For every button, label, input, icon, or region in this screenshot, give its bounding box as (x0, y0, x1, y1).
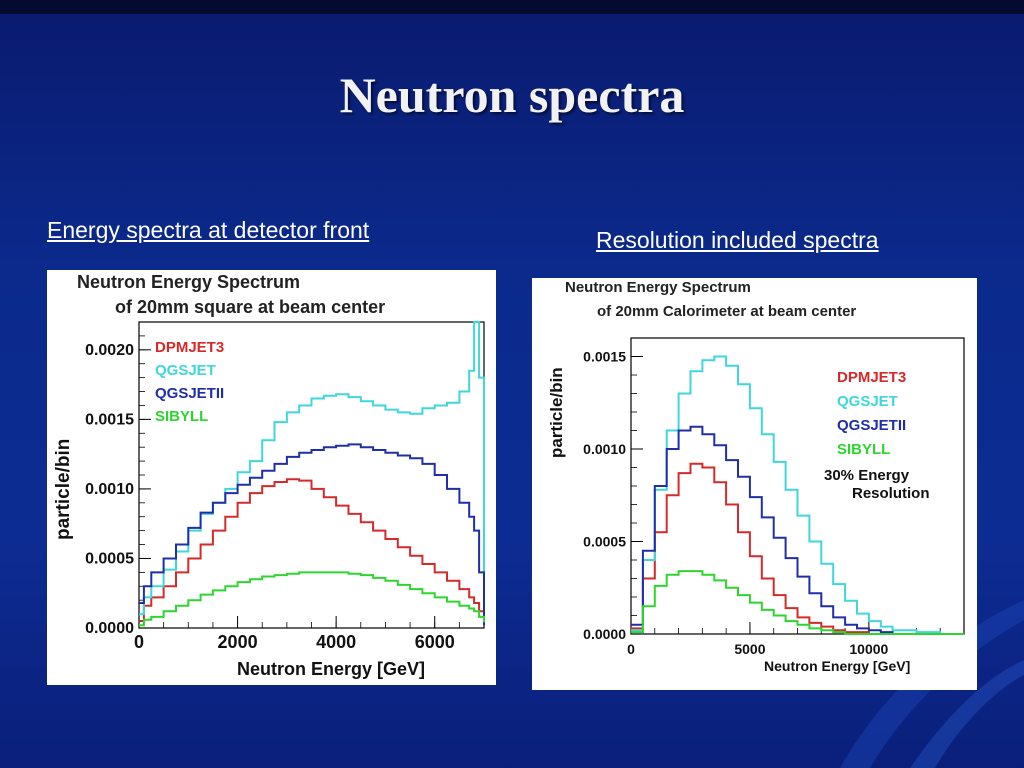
y-tick-label: 0.0000 (583, 626, 626, 642)
caption-left: Energy spectra at detector front (47, 217, 370, 243)
y-tick-label: 0.0010 (85, 481, 134, 498)
annotation-line-1: 30% Energy (824, 467, 910, 484)
series-line-dpmjet3 (631, 462, 964, 635)
y-axis-label: particle/bin (53, 439, 74, 540)
chart-title: Neutron Energy Spectrum (565, 279, 751, 296)
series-line-qgsjetii (139, 443, 485, 626)
legend-entry-sibyll: SIBYLL (837, 441, 890, 458)
slide-title: Neutron spectra (339, 67, 685, 123)
y-tick-label: 0.0010 (583, 441, 626, 457)
y-tick-label: 0.0015 (583, 349, 626, 365)
y-tick-label: 0.0005 (583, 534, 626, 550)
chart-panel-right: Neutron Energy Spectrum of 20mm Calorime… (532, 278, 977, 690)
chart-subtitle: of 20mm Calorimeter at beam center (597, 303, 856, 320)
x-tick-label: 0 (134, 632, 144, 652)
series-line-sibyll (139, 571, 485, 627)
x-tick-label: 6000 (415, 632, 455, 652)
legend-entry-dpmjet3: DPMJET3 (155, 339, 224, 356)
chart-right: Neutron Energy Spectrum of 20mm Calorime… (547, 279, 965, 674)
x-tick-label: 10000 (849, 641, 888, 657)
chart-title: Neutron Energy Spectrum (77, 272, 300, 292)
x-axis-label: Neutron Energy [GeV] (764, 658, 910, 674)
chart-subtitle: of 20mm square at beam center (115, 297, 385, 317)
x-tick-label: 4000 (316, 632, 356, 652)
legend-entry-qgsjetii: QGSJETII (155, 385, 224, 402)
chart-panel-left: Neutron Energy Spectrum of 20mm square a… (47, 270, 496, 685)
x-tick-label: 5000 (734, 641, 765, 657)
legend-entry-qgsjet: QGSJET (155, 362, 216, 379)
y-tick-label: 0.0000 (85, 620, 134, 637)
top-band (0, 0, 1024, 14)
y-axis-label: particle/bin (547, 367, 566, 458)
y-tick-label: 0.0005 (85, 550, 134, 567)
y-tick-label: 0.0020 (85, 342, 134, 359)
y-tick-label: 0.0015 (85, 411, 134, 428)
x-tick-label: 0 (627, 641, 635, 657)
annotation-line-2: Resolution (852, 485, 930, 502)
caption-right: Resolution included spectra (596, 227, 879, 253)
x-tick-label: 2000 (218, 632, 258, 652)
series-line-dpmjet3 (139, 478, 485, 622)
legend-entry-qgsjet: QGSJET (837, 393, 898, 410)
series-line-qgsjetii (631, 425, 964, 635)
legend-entry-dpmjet3: DPMJET3 (837, 369, 906, 386)
series-line-qgsjet (631, 355, 964, 635)
series-line-sibyll (631, 570, 964, 635)
chart-left: Neutron Energy Spectrum of 20mm square a… (53, 272, 485, 679)
series-line-qgsjet (139, 321, 485, 626)
legend-entry-qgsjetii: QGSJETII (837, 417, 906, 434)
x-axis-label: Neutron Energy [GeV] (237, 659, 425, 679)
legend-entry-sibyll: SIBYLL (155, 408, 208, 425)
